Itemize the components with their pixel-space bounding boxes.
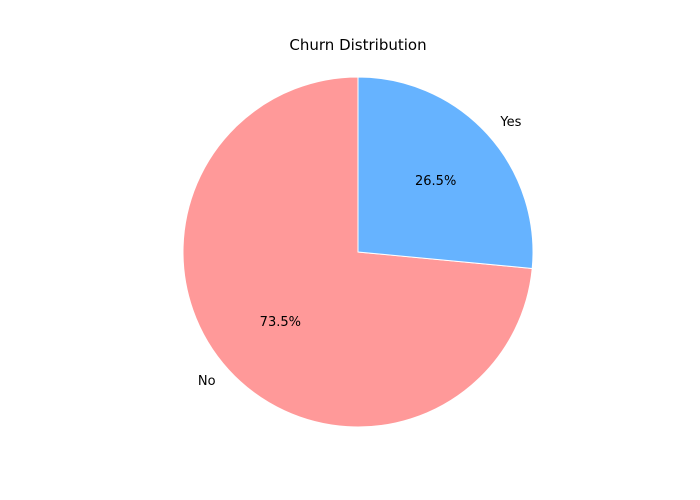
slice-label-yes: Yes [499, 115, 521, 130]
slice-label-no: No [198, 374, 216, 389]
pct-label-yes: 26.5% [415, 174, 456, 189]
pct-label-no: 73.5% [260, 315, 301, 330]
pie-slice-yes [357, 76, 534, 270]
chart-title: Churn Distribution [289, 36, 427, 54]
